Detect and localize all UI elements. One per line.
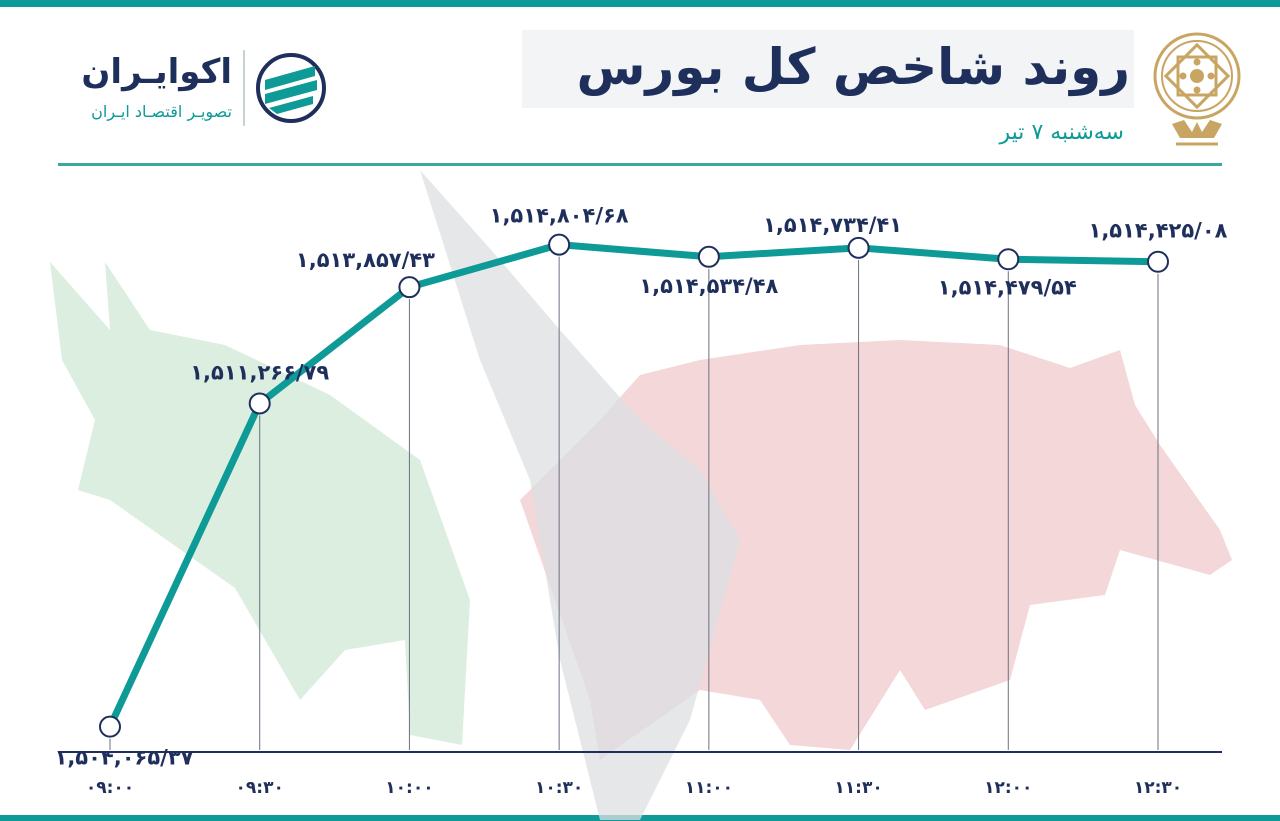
- title-background: [522, 30, 1134, 108]
- data-point: [697, 245, 720, 268]
- brand-tagline: تصویـر اقتصـاد ایـران: [91, 102, 232, 121]
- brand-logo: اکوایـران تصویـر اقتصـاد ایـران: [70, 42, 340, 132]
- series-line: [106, 241, 1162, 731]
- data-point: [248, 392, 271, 415]
- data-label: ۱,۵۰۴,۰۶۵/۳۷: [55, 746, 194, 770]
- data-point: [548, 233, 571, 256]
- data-label: ۱,۵۱۴,۸۰۴/۶۸: [490, 204, 629, 228]
- data-label: ۱,۵۱۱,۲۶۶/۷۹: [190, 360, 329, 384]
- x-tick-label: ۱۱:۰۰: [685, 778, 733, 798]
- data-label: ۱,۵۱۴,۵۳۴/۴۸: [639, 274, 778, 298]
- page-title: روند شاخص کل بورس: [576, 38, 1130, 96]
- x-tick-label: ۱۲:۰۰: [984, 778, 1032, 798]
- down-arrow-streak: [420, 170, 740, 820]
- data-label: ۱,۵۱۴,۴۲۵/۰۸: [1089, 219, 1228, 243]
- x-tick-label: ۱۲:۳۰: [1134, 778, 1182, 798]
- header-divider: [58, 163, 1222, 166]
- data-point: [847, 236, 870, 259]
- brand-name: اکوایـران: [81, 52, 232, 92]
- data-label: ۱,۵۱۳,۸۵۷/۴۳: [296, 248, 435, 272]
- logo-divider: [243, 50, 245, 126]
- x-tick-label: ۰۹:۳۰: [236, 778, 284, 798]
- x-tick-label: ۱۱:۳۰: [834, 778, 882, 798]
- data-point: [99, 715, 121, 738]
- data-label: ۱,۵۱۴,۷۳۴/۴۱: [763, 213, 902, 237]
- data-point: [1147, 250, 1169, 273]
- page-subtitle: سه‌شنبه ۷ تیر: [999, 120, 1124, 145]
- top-border: [0, 0, 1280, 7]
- data-point: [398, 276, 421, 299]
- x-tick-label: ۱۰:۳۰: [535, 778, 583, 798]
- data-point: [997, 248, 1020, 271]
- x-tick-label: ۱۰:۰۰: [385, 778, 433, 798]
- exchange-emblem-icon: [1153, 32, 1241, 146]
- x-tick-label: ۰۹:۰۰: [86, 778, 134, 798]
- data-label: ۱,۵۱۴,۴۷۹/۵۴: [938, 275, 1077, 299]
- brand-mark-icon: [256, 53, 326, 123]
